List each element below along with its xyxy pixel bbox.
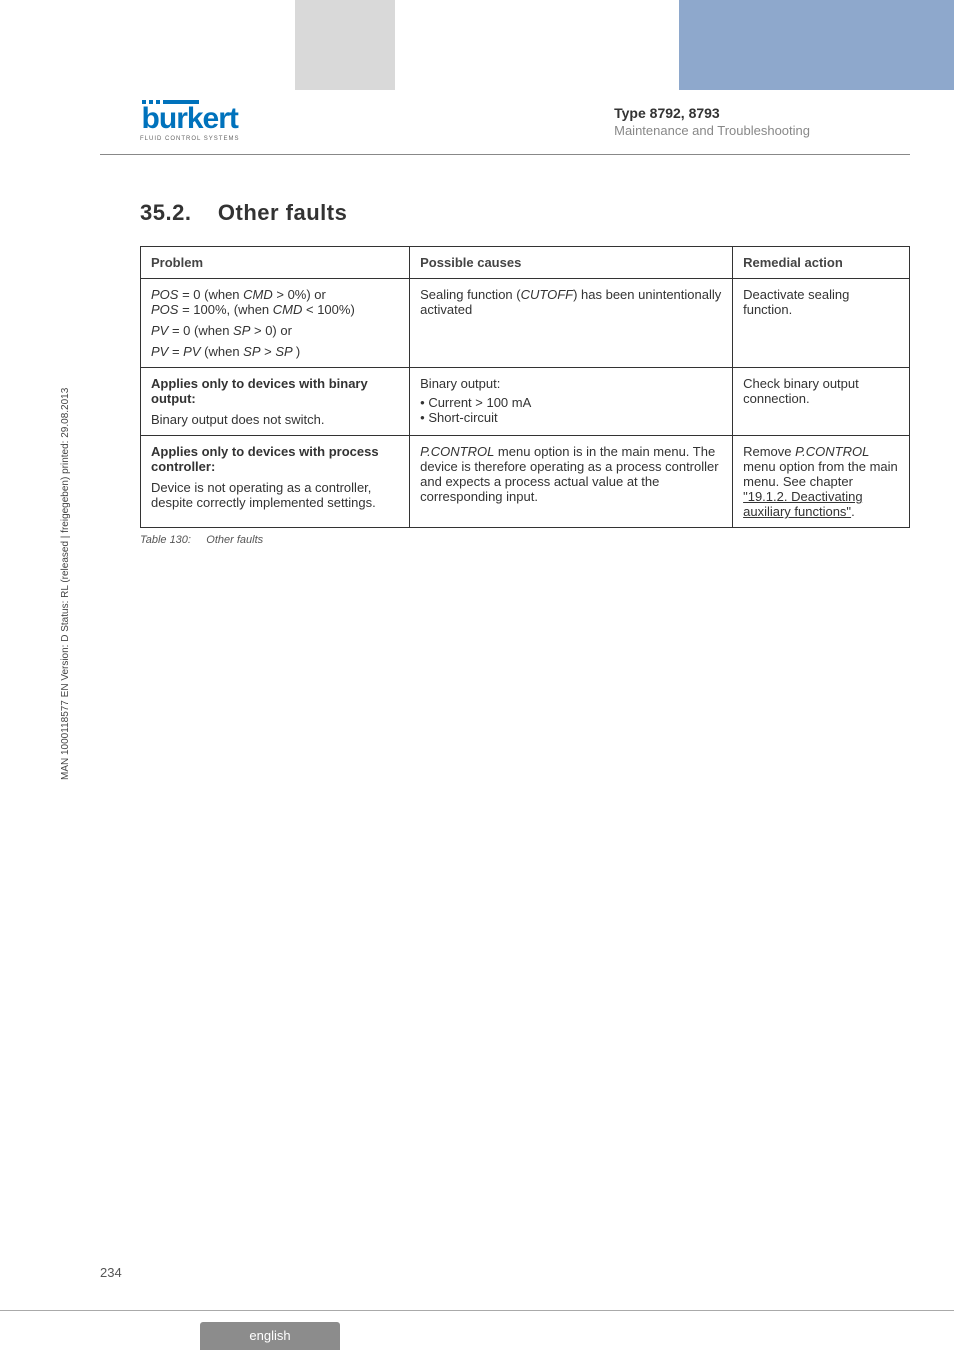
header-tabs: [0, 0, 954, 90]
text: > 0) or: [250, 323, 292, 338]
text: Sealing function (: [420, 287, 520, 302]
header-right: Type 8792, 8793 Maintenance and Troubles…: [614, 105, 810, 138]
text: P.CONTROL: [420, 444, 494, 459]
subtitle-line: Maintenance and Troubleshooting: [614, 123, 810, 138]
text: PV: [183, 344, 204, 359]
table-row: POS = 0 (when CMD > 0%) or POS = 100%, (…: [141, 279, 910, 368]
type-line: Type 8792, 8793: [614, 105, 810, 121]
list-item: Short-circuit: [420, 410, 722, 425]
text: Binary output does not switch.: [151, 412, 324, 427]
cell-cause: Binary output: Current > 100 mA Short-ci…: [410, 368, 733, 436]
text: CMD: [243, 287, 273, 302]
cell-cause: P.CONTROL menu option is in the main men…: [410, 436, 733, 528]
text: =: [168, 344, 183, 359]
text: = 0 (when: [178, 287, 243, 302]
content: 35.2. Other faults Problem Possible caus…: [140, 200, 910, 546]
cell-remedy: Remove P.CONTROL menu option from the ma…: [733, 436, 910, 528]
text: >: [261, 344, 276, 359]
text: menu option from the main menu. See chap…: [743, 459, 898, 489]
page-number: 234: [100, 1265, 122, 1280]
text: = 100%, (when: [178, 302, 272, 317]
text: P.CONTROL: [795, 444, 869, 459]
logo: burkert FLUID CONTROL SYSTEMS: [140, 100, 239, 142]
text: SP: [233, 323, 250, 338]
text: CMD: [273, 302, 303, 317]
table-row: Applies only to devices with binary outp…: [141, 368, 910, 436]
cell-remedy: Deactivate sealing function.: [733, 279, 910, 368]
table-caption: Table 130: Other faults: [140, 534, 910, 546]
tab-blue: [679, 0, 954, 90]
cell-remedy: Check binary output connection.: [733, 368, 910, 436]
section-heading: 35.2. Other faults: [140, 200, 910, 226]
logo-text: burkert: [142, 102, 238, 136]
text: .: [851, 504, 855, 519]
text: PV: [151, 344, 168, 359]
cell-cause: Sealing function (CUTOFF) has been unint…: [410, 279, 733, 368]
table-row: Applies only to devices with process con…: [141, 436, 910, 528]
text: = 0 (when: [172, 323, 233, 338]
footer-bar: english: [0, 1310, 954, 1350]
text: CUTOFF: [521, 287, 573, 302]
text: POS: [151, 302, 178, 317]
cell-problem: Applies only to devices with binary outp…: [141, 368, 410, 436]
page-header: burkert FLUID CONTROL SYSTEMS Type 8792,…: [100, 100, 910, 155]
list-item: Current > 100 mA: [420, 395, 722, 410]
text: Applies only to devices with binary outp…: [151, 376, 368, 406]
text: SP: [243, 344, 260, 359]
text: Device is not operating as a controller,…: [151, 480, 376, 510]
text: Applies only to devices with process con…: [151, 444, 379, 474]
footer-language-pill: english: [200, 1322, 340, 1350]
text: SP: [275, 344, 295, 359]
side-meta-text: MAN 1000118577 EN Version: D Status: RL …: [60, 388, 71, 780]
text: (when: [204, 344, 243, 359]
th-cause: Possible causes: [410, 247, 733, 279]
text: PV: [151, 323, 172, 338]
caption-text: Other faults: [206, 534, 263, 546]
section-number: 35.2.: [140, 200, 191, 225]
table-header-row: Problem Possible causes Remedial action: [141, 247, 910, 279]
section-title: Other faults: [218, 200, 347, 225]
th-problem: Problem: [141, 247, 410, 279]
text: > 0%) or: [273, 287, 326, 302]
cell-problem: Applies only to devices with process con…: [141, 436, 410, 528]
text: POS: [151, 287, 178, 302]
caption-label: Table 130:: [140, 534, 191, 546]
cell-problem: POS = 0 (when CMD > 0%) or POS = 100%, (…: [141, 279, 410, 368]
text: Binary output:: [420, 376, 500, 391]
text: < 100%): [302, 302, 354, 317]
tab-grey: [295, 0, 395, 90]
text: ): [296, 344, 300, 359]
logo-subtext: FLUID CONTROL SYSTEMS: [140, 136, 239, 142]
cross-ref-link[interactable]: "19.1.2. Deactivating auxiliary function…: [743, 489, 863, 519]
th-remedy: Remedial action: [733, 247, 910, 279]
text: Remove: [743, 444, 795, 459]
faults-table: Problem Possible causes Remedial action …: [140, 246, 910, 528]
